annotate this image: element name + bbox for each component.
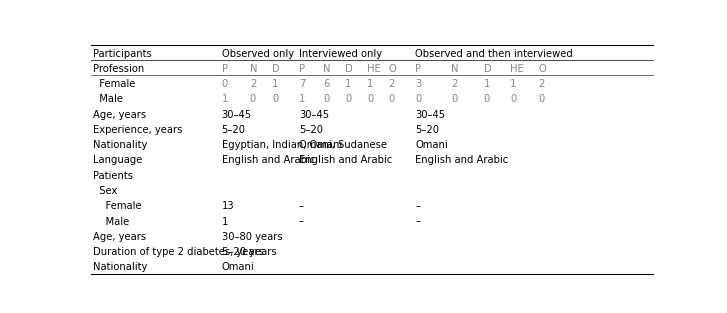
Text: Female: Female: [93, 201, 142, 211]
Text: 5–20: 5–20: [222, 125, 246, 135]
Text: Patients: Patients: [93, 171, 133, 181]
Text: Omani: Omani: [415, 140, 448, 150]
Text: Experience, years: Experience, years: [93, 125, 182, 135]
Text: Male: Male: [93, 95, 123, 105]
Text: 5–20: 5–20: [299, 125, 323, 135]
Text: D: D: [273, 64, 280, 74]
Text: Interviewed only: Interviewed only: [299, 49, 382, 59]
Text: Sex: Sex: [93, 186, 118, 196]
Text: HE: HE: [367, 64, 381, 74]
Text: 1: 1: [345, 79, 351, 89]
Text: N: N: [451, 64, 459, 74]
Text: Observed only: Observed only: [222, 49, 294, 59]
Text: Omani, Sudanese: Omani, Sudanese: [299, 140, 387, 150]
Text: 0: 0: [538, 95, 545, 105]
Text: 0: 0: [222, 79, 228, 89]
Text: 1: 1: [367, 79, 374, 89]
Text: N: N: [250, 64, 257, 74]
Text: Profession: Profession: [93, 64, 145, 74]
Text: 30–45: 30–45: [299, 110, 329, 120]
Text: 6: 6: [323, 79, 329, 89]
Text: English and Arabic: English and Arabic: [415, 156, 509, 166]
Text: Male: Male: [93, 217, 129, 227]
Text: D: D: [345, 64, 353, 74]
Text: Omani: Omani: [222, 262, 254, 272]
Text: P: P: [299, 64, 305, 74]
Text: P: P: [415, 64, 422, 74]
Text: –: –: [299, 217, 304, 227]
Text: 30–80 years: 30–80 years: [222, 232, 282, 242]
Text: Participants: Participants: [93, 49, 152, 59]
Text: 1: 1: [483, 79, 490, 89]
Text: 0: 0: [345, 95, 351, 105]
Text: 7: 7: [299, 79, 305, 89]
Text: 30–45: 30–45: [415, 110, 446, 120]
Text: Age, years: Age, years: [93, 232, 146, 242]
Text: 0: 0: [388, 95, 395, 105]
Text: D: D: [483, 64, 491, 74]
Text: 2: 2: [451, 79, 457, 89]
Text: Female: Female: [93, 79, 135, 89]
Text: 0: 0: [483, 95, 490, 105]
Text: 13: 13: [222, 201, 234, 211]
Text: HE: HE: [510, 64, 524, 74]
Text: –: –: [415, 201, 420, 211]
Text: English and Arabic: English and Arabic: [222, 156, 315, 166]
Text: 0: 0: [323, 95, 329, 105]
Text: 5–20: 5–20: [415, 125, 439, 135]
Text: 2: 2: [538, 79, 545, 89]
Text: 2: 2: [388, 79, 395, 89]
Text: Observed and then interviewed: Observed and then interviewed: [415, 49, 573, 59]
Text: P: P: [222, 64, 228, 74]
Text: O: O: [538, 64, 546, 74]
Text: Nationality: Nationality: [93, 140, 148, 150]
Text: 1: 1: [299, 95, 305, 105]
Text: 1: 1: [222, 95, 228, 105]
Text: Duration of type 2 diabetes, years: Duration of type 2 diabetes, years: [93, 247, 264, 257]
Text: 0: 0: [273, 95, 278, 105]
Text: 2: 2: [250, 79, 256, 89]
Text: –: –: [299, 201, 304, 211]
Text: Nationality: Nationality: [93, 262, 148, 272]
Text: 3: 3: [415, 79, 422, 89]
Text: O: O: [388, 64, 396, 74]
Text: Language: Language: [93, 156, 142, 166]
Text: 1: 1: [222, 217, 228, 227]
Text: 0: 0: [510, 95, 516, 105]
Text: 0: 0: [415, 95, 422, 105]
Text: Egyptian, Indian, Omani: Egyptian, Indian, Omani: [222, 140, 342, 150]
Text: 30–45: 30–45: [222, 110, 252, 120]
Text: 0: 0: [367, 95, 373, 105]
Text: Age, years: Age, years: [93, 110, 146, 120]
Text: 5–20 years: 5–20 years: [222, 247, 276, 257]
Text: 1: 1: [273, 79, 278, 89]
Text: 1: 1: [510, 79, 516, 89]
Text: N: N: [323, 64, 331, 74]
Text: 0: 0: [451, 95, 457, 105]
Text: –: –: [415, 217, 420, 227]
Text: 0: 0: [250, 95, 256, 105]
Text: English and Arabic: English and Arabic: [299, 156, 392, 166]
